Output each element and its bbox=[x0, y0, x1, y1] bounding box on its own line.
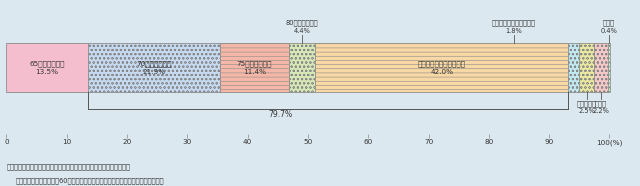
Text: その他
0.4%: その他 0.4% bbox=[600, 20, 618, 34]
Text: 65歳くらいまで
13.5%: 65歳くらいまで 13.5% bbox=[29, 60, 65, 75]
Bar bbox=[315, 43, 568, 92]
Text: 働けるうちはいつまでも
42.0%: 働けるうちはいつまでも 42.0% bbox=[418, 60, 466, 75]
Bar bbox=[289, 43, 315, 92]
Text: 75歳くらいまで
11.4%: 75歳くらいまで 11.4% bbox=[237, 60, 272, 75]
Text: 無回答
2.2%: 無回答 2.2% bbox=[593, 100, 609, 114]
Text: わからない
2.5%: わからない 2.5% bbox=[577, 100, 597, 114]
Bar bbox=[579, 43, 595, 92]
Text: 仕事をしたいと思わない
1.8%: 仕事をしたいと思わない 1.8% bbox=[492, 20, 536, 34]
Bar bbox=[607, 43, 610, 92]
Bar bbox=[595, 43, 607, 92]
Bar bbox=[6, 43, 609, 92]
Bar bbox=[88, 43, 220, 92]
Bar bbox=[6, 43, 88, 92]
Text: 70歳くらいまで
21.9%: 70歳くらいまで 21.9% bbox=[136, 60, 172, 75]
Text: （注）調査対象は、全国60歳以上の男女。現在仕事をしている者のみの再集計。: （注）調査対象は、全国60歳以上の男女。現在仕事をしている者のみの再集計。 bbox=[16, 177, 164, 184]
Text: 80歳くらいまで
4.4%: 80歳くらいまで 4.4% bbox=[285, 20, 318, 34]
Bar bbox=[568, 43, 579, 92]
Text: 79.7%: 79.7% bbox=[268, 110, 292, 119]
Text: 資料：内閣府「高齢者の日常生活に関する意識調査」（平成２６年）: 資料：内閣府「高齢者の日常生活に関する意識調査」（平成２６年） bbox=[6, 163, 131, 170]
Bar bbox=[220, 43, 289, 92]
